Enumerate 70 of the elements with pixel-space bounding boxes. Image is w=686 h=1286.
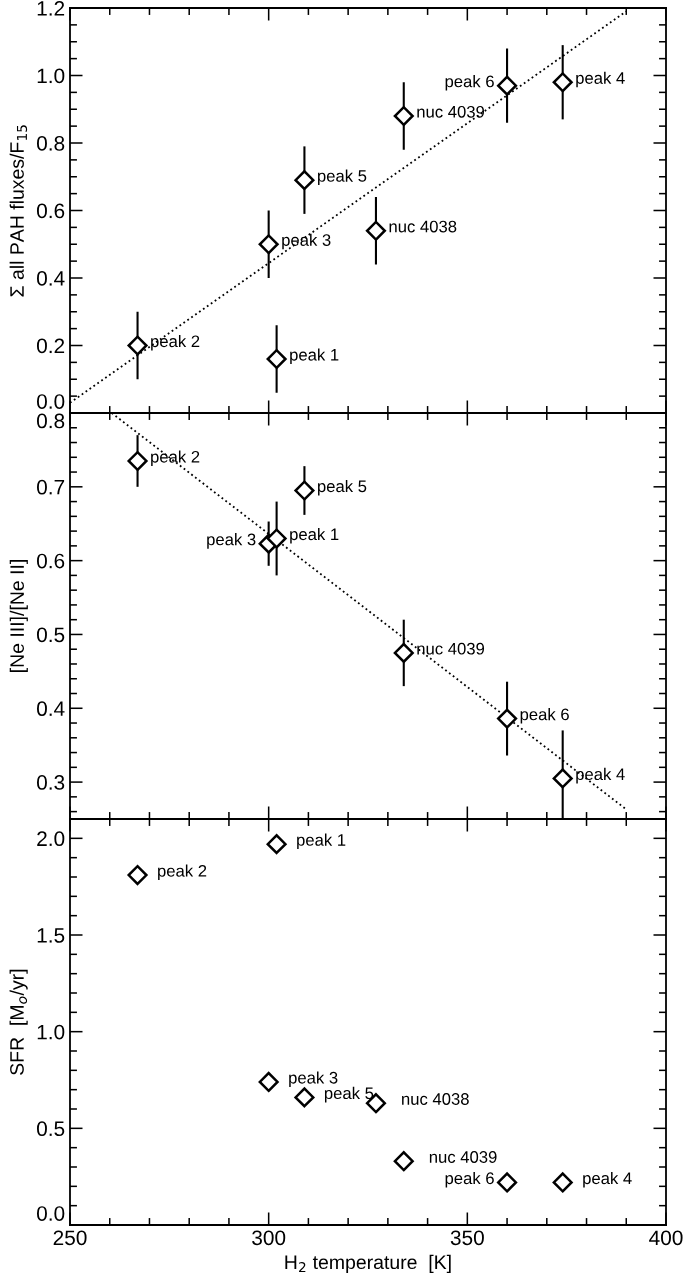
point: [365, 220, 387, 241]
y-tick-label: 0.8: [36, 136, 65, 151]
annotation: peak 2: [151, 450, 200, 466]
point: [552, 1172, 573, 1193]
annotation: peak 5: [318, 169, 367, 186]
y-tick-label: 0.5: [36, 1121, 65, 1137]
x-tick-label: 250: [53, 1230, 87, 1246]
y-tick-label: 0.6: [36, 203, 65, 219]
point: [393, 105, 414, 127]
y-tick-label: 0.0: [36, 394, 65, 409]
point: [393, 1151, 414, 1172]
annotation: peak 4: [576, 767, 625, 784]
y-tick-label: 0.4: [36, 701, 65, 717]
point: [294, 170, 315, 191]
annotation: peak 2: [151, 334, 200, 351]
annotation: peak 6: [520, 708, 569, 724]
y-tick-label: 1.0: [37, 1024, 65, 1040]
point: [127, 335, 148, 356]
point: [496, 708, 518, 729]
point: [127, 450, 148, 472]
y-tick-label: 0.4: [36, 271, 65, 286]
y-tick-label: 0.0: [36, 1206, 65, 1221]
annotation: peak 3: [289, 1071, 338, 1087]
annotation: peak 1: [290, 527, 339, 544]
point: [258, 234, 279, 255]
point: [393, 642, 414, 663]
point: [496, 75, 518, 96]
point: [496, 1172, 518, 1193]
point: [552, 72, 573, 93]
annotation: peak 1: [290, 348, 339, 364]
annotation: nuc 4039: [417, 642, 485, 655]
annotation: nuc 4038: [402, 1093, 469, 1105]
annotation: peak 1: [297, 833, 346, 850]
y-tick-label: 0.7: [36, 479, 65, 495]
x-tick-label: 300: [252, 1230, 286, 1246]
annotation: peak 4: [576, 71, 625, 88]
y-tick-label: 1.2: [37, 1, 65, 16]
point: [258, 1071, 279, 1093]
point: [127, 864, 148, 886]
y-axis-title: Σ all PAH fluxes/F$_{15}$: [9, 125, 28, 297]
x-axis-title: H$_{2}$ temperature [K]: [285, 1254, 451, 1273]
x-tick-label: 400: [649, 1230, 683, 1246]
annotation: nuc 4039: [429, 1151, 497, 1163]
annotation: peak 4: [583, 1171, 632, 1188]
annotation: nuc 4039: [417, 105, 485, 118]
y-axis-title: SFR [M$_{o}$/yr]: [9, 969, 28, 1075]
point: [294, 480, 315, 501]
y-tick-label: 0.6: [36, 553, 65, 569]
annotation: peak 5: [324, 1086, 374, 1103]
y-tick-label: 2.0: [37, 831, 65, 847]
y-tick-label: 1.5: [37, 928, 65, 943]
annotation: peak 5: [318, 479, 367, 496]
y-tick-label: 0.3: [36, 775, 65, 790]
point: [266, 528, 287, 549]
point: [552, 768, 573, 789]
point: [294, 1087, 315, 1108]
point: [266, 834, 287, 855]
annotation: peak 6: [445, 1171, 494, 1188]
annotation: nuc 4038: [389, 220, 457, 233]
annotation: peak 6: [445, 75, 494, 91]
x-tick-label: 350: [450, 1230, 484, 1246]
y-tick-label: 0.5: [36, 627, 65, 643]
y-tick-label: 0.2: [36, 338, 65, 354]
y-tick-label: 0.8: [36, 413, 65, 429]
annotation: peak 2: [158, 864, 207, 881]
annotation: peak 3: [207, 533, 256, 549]
point: [266, 348, 287, 370]
y-tick-label: 1.0: [37, 68, 65, 84]
y-axis-title: [Ne III]/[Ne II]: [9, 560, 28, 672]
annotation: peak 3: [282, 233, 331, 250]
